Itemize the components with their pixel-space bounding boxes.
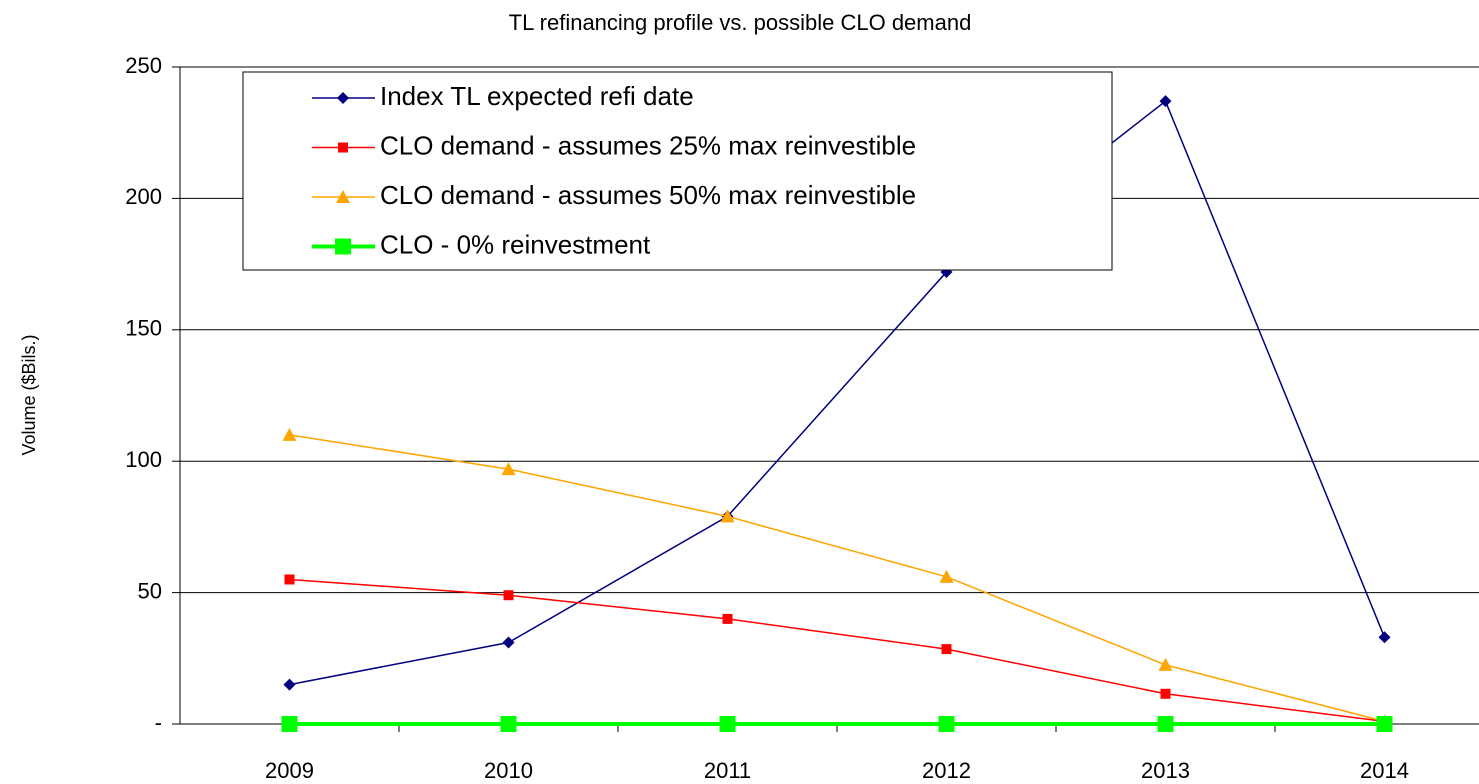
x-tick-label: 2009 xyxy=(265,758,314,783)
data-point xyxy=(720,509,735,523)
series-line xyxy=(289,99,1386,686)
y-tick-label: 50 xyxy=(138,578,162,603)
chart-title: TL refinancing profile vs. possible CLO … xyxy=(509,10,972,35)
y-tick-label: 100 xyxy=(125,447,162,472)
data-point xyxy=(1376,716,1393,732)
data-point xyxy=(281,716,298,732)
x-tick-label: 2010 xyxy=(484,758,533,783)
legend-label: CLO demand - assumes 50% max reinvestibl… xyxy=(380,180,916,210)
data-point xyxy=(941,644,952,655)
legend-label: Index TL expected refi date xyxy=(380,81,694,111)
y-tick-label: 150 xyxy=(125,316,162,341)
legend-label: CLO demand - assumes 25% max reinvestibl… xyxy=(380,130,916,160)
series-line xyxy=(289,578,1385,723)
legend-box xyxy=(242,71,1113,271)
data-point xyxy=(282,427,297,441)
data-point xyxy=(939,569,954,583)
y-tick-label: 200 xyxy=(125,184,162,209)
y-tick-label: - xyxy=(155,710,162,735)
data-point xyxy=(1157,716,1174,732)
legend-marker xyxy=(336,190,350,203)
data-point xyxy=(502,636,515,649)
data-point xyxy=(284,574,295,585)
data-point xyxy=(722,613,733,624)
data-point xyxy=(500,716,517,732)
data-point xyxy=(1160,688,1171,699)
y-tick-label: 250 xyxy=(125,53,162,78)
y-axis-label: Volume ($Bils.) xyxy=(19,334,39,455)
series-line xyxy=(289,434,1385,723)
x-tick-label: 2013 xyxy=(1141,758,1190,783)
x-tick-label: 2012 xyxy=(922,758,971,783)
data-point xyxy=(1159,95,1172,108)
data-point xyxy=(719,716,736,732)
data-point xyxy=(283,678,296,691)
data-point xyxy=(1158,657,1173,671)
data-point xyxy=(938,716,955,732)
data-point xyxy=(501,462,516,476)
data-point xyxy=(1378,631,1391,644)
legend-label: CLO - 0% reinvestment xyxy=(380,229,651,259)
x-tick-label: 2011 xyxy=(704,758,751,783)
data-point xyxy=(503,590,514,601)
legend-marker xyxy=(338,142,348,153)
legend-marker xyxy=(335,238,351,255)
x-tick-label: 2014 xyxy=(1360,758,1409,783)
legend-marker xyxy=(337,92,349,104)
